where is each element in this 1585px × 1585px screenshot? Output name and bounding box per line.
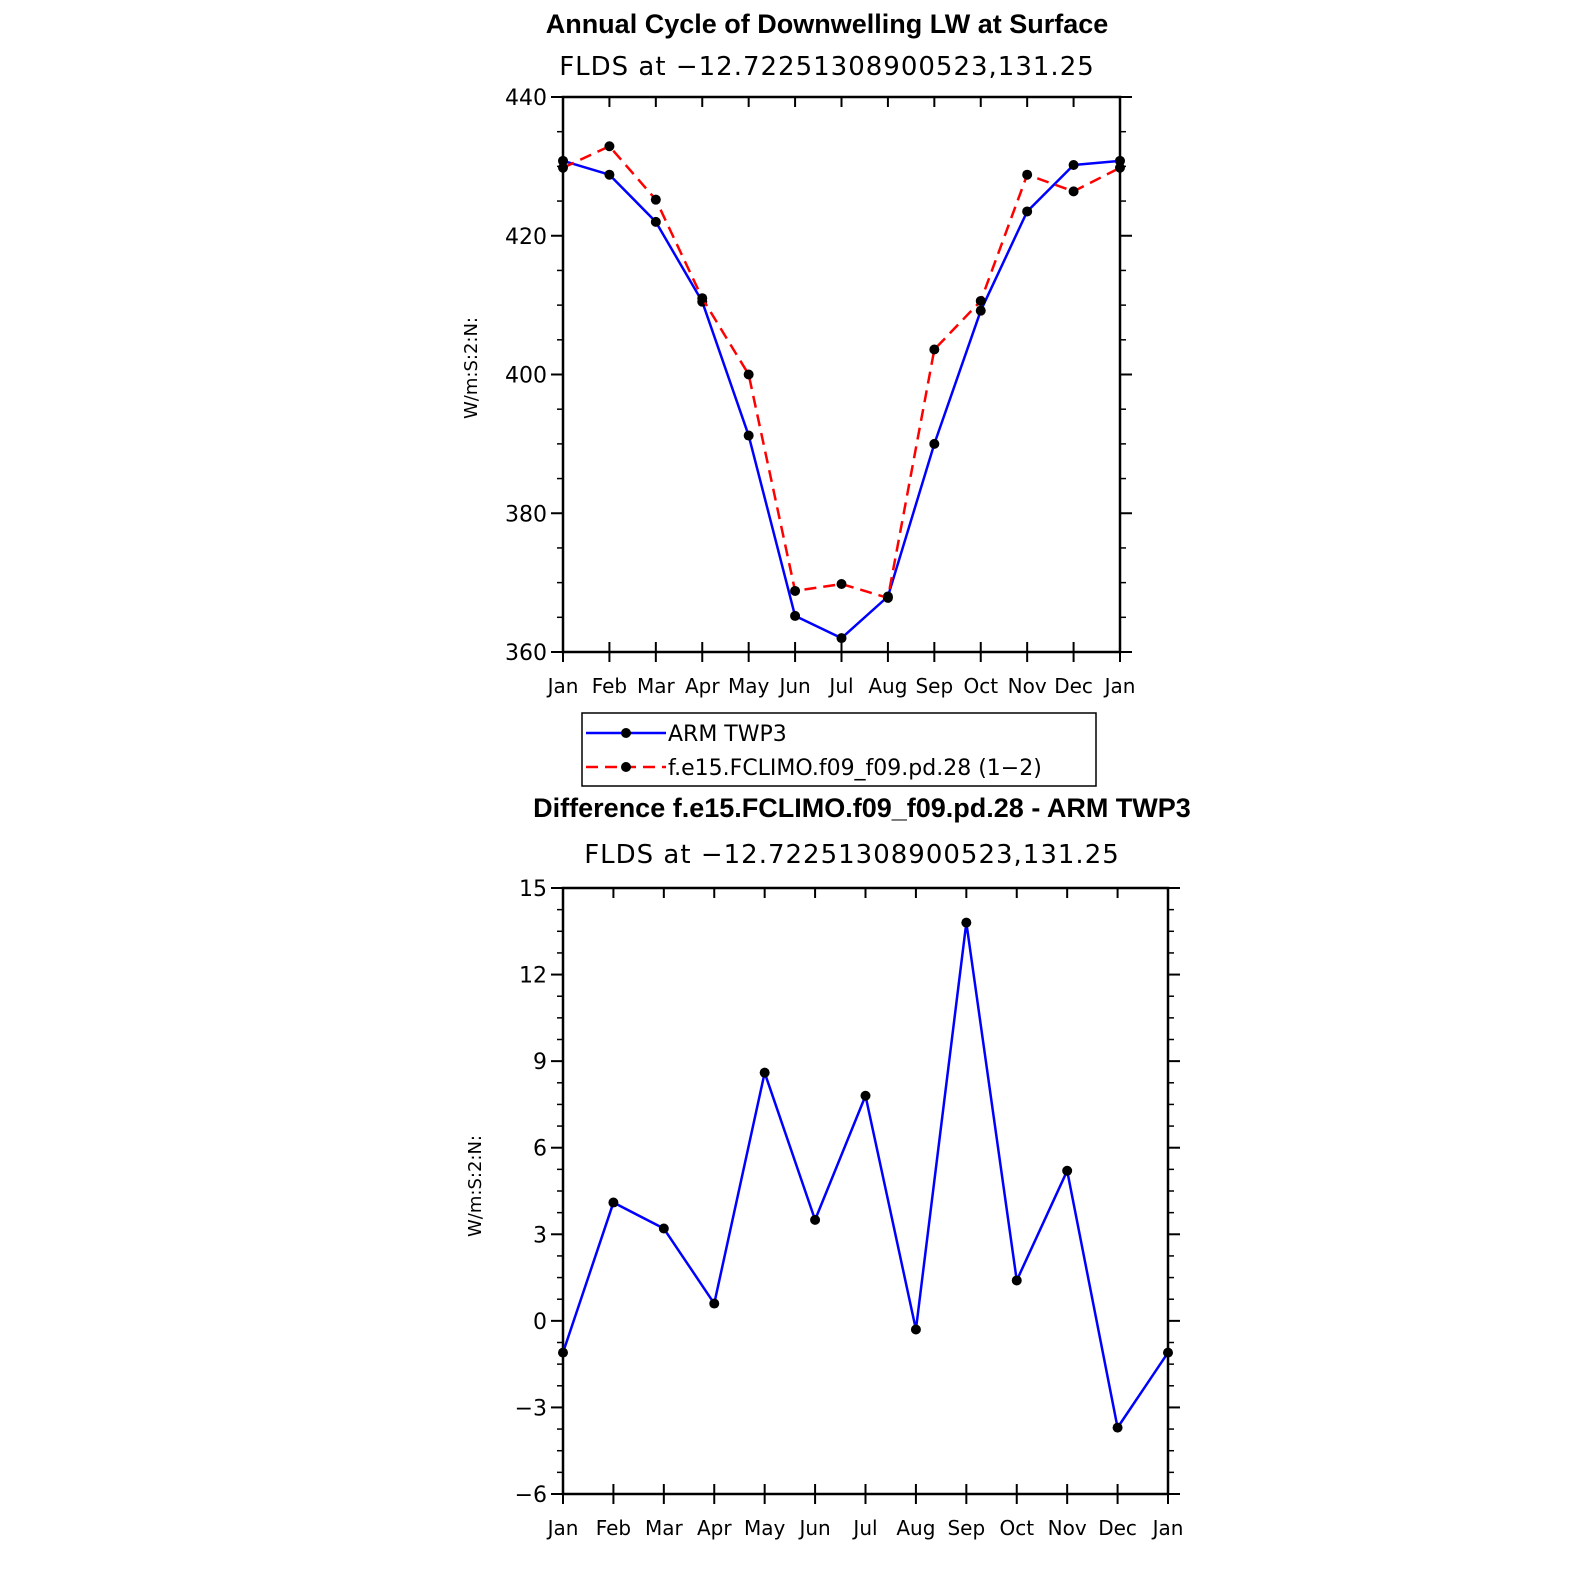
chart2-xtick-label: Nov — [1048, 1516, 1087, 1540]
chart1-ytick-label: 380 — [505, 502, 547, 527]
chart1-series-0-point — [975, 305, 986, 316]
chart2-series-0-point — [709, 1298, 720, 1309]
chart1-series-0-point — [836, 633, 847, 644]
chart2-xtick-label: Jul — [851, 1516, 877, 1540]
chart2-series-0-line — [561, 921, 1170, 1429]
chart1-series-0-point — [743, 430, 754, 441]
chart2-series-0-point — [1112, 1422, 1123, 1433]
chart1-series-0-point — [790, 610, 801, 621]
chart1-ytick-label: 440 — [505, 86, 547, 111]
chart1-series-1-point — [836, 579, 847, 590]
chart1-ylabel: W/m:S:2:N: — [461, 317, 482, 419]
chart2-ytick-label: −3 — [515, 1396, 547, 1421]
chart2-series-0-point — [910, 1324, 921, 1335]
chart2-xtick-label: Jan — [546, 1516, 579, 1540]
chart2-series-0-point — [1062, 1165, 1073, 1176]
chart2-series-0-point — [1163, 1347, 1173, 1358]
chart2-xtick-label: May — [744, 1516, 786, 1540]
chart1-xtick-label: Jul — [827, 674, 853, 698]
chart1-frame — [561, 95, 1122, 654]
chart1-plot: Jan Feb Mar Apr May Jun Jul Aug Sep Oct Nov Dec Jan 3… — [505, 86, 1135, 698]
chart1-series-0-point — [1068, 159, 1079, 170]
chart2-ylabel: W/m:S:2:N: — [465, 1135, 486, 1237]
chart2-subtitle: FLDS at −12.72251308900523,131.25 — [584, 840, 1120, 870]
chart2-ytick-label: 6 — [533, 1137, 547, 1162]
chart1-series-1-point — [604, 141, 615, 152]
chart2-ytick-label: −6 — [515, 1483, 547, 1508]
chart2-xtick-label: Sep — [947, 1516, 985, 1540]
chart1-series-1-point — [743, 369, 754, 380]
chart1-xtick-label: Jun — [777, 674, 810, 698]
chart2-ytick-label: 0 — [533, 1310, 547, 1335]
chart2-xtick-label: Aug — [896, 1516, 935, 1540]
chart2-series-0-point — [558, 1347, 568, 1358]
chart1-series-0-point — [929, 438, 940, 449]
legend-marker-model — [621, 762, 631, 772]
chart2-series-0-point — [961, 917, 972, 928]
legend-label-arm: ARM TWP3 — [668, 722, 787, 747]
chart1-series-0-point — [604, 169, 615, 180]
chart2-xtick-label: Apr — [697, 1516, 732, 1540]
chart1-series-0-point — [650, 216, 661, 227]
chart1-series-1-point — [1115, 162, 1125, 173]
chart2-plot: Jan Feb Mar Apr May Jun Jul Aug Sep Oct Nov Dec Jan −… — [515, 877, 1184, 1540]
legend-box — [581, 712, 1097, 787]
chart2-frame — [561, 886, 1170, 1496]
chart2-series-0-point — [810, 1214, 821, 1225]
chart1-series-1-point — [975, 295, 986, 306]
chart1-xtick-label: Jan — [546, 674, 579, 698]
chart1-subtitle: FLDS at −12.72251308900523,131.25 — [559, 52, 1095, 82]
chart2-xtick-label: Oct — [999, 1516, 1034, 1540]
chart1-xtick-label: Oct — [963, 674, 998, 698]
chart1-series-0-line — [562, 159, 1121, 640]
chart1-ytick-label: 360 — [505, 641, 547, 666]
chart2-xtick-label: Jan — [1151, 1516, 1184, 1540]
chart1-series-1-point — [1068, 186, 1079, 197]
chart1-xtick-label: Apr — [685, 674, 720, 698]
chart2-ytick-label: 15 — [519, 877, 547, 902]
chart2-series-0-point — [658, 1223, 669, 1234]
chart2-ytick-label: 9 — [533, 1050, 547, 1075]
chart2-xtick-label: Feb — [596, 1516, 631, 1540]
chart1-series-1-point — [882, 592, 893, 603]
chart1-xtick-label: Sep — [915, 674, 953, 698]
chart2-title: Difference f.e15.FCLIMO.f09_f09.pd.28 - … — [533, 793, 1191, 823]
chart1-series-1-point — [558, 162, 568, 173]
chart1-xtick-label: Aug — [868, 674, 907, 698]
chart1-series-0-point — [1115, 155, 1125, 166]
chart1-series-1-point — [1022, 169, 1033, 180]
chart2-series-0-point — [860, 1090, 871, 1101]
chart1-series-1-point — [929, 344, 940, 355]
chart1-xtick-label: Feb — [592, 674, 627, 698]
chart1-xtick-label: Mar — [637, 674, 676, 698]
chart1-series-0-point — [558, 155, 568, 166]
chart1-series-1-point — [790, 585, 801, 596]
chart2-xtick-label: Dec — [1098, 1516, 1137, 1540]
chart2-series-0-point — [1011, 1275, 1022, 1286]
chart1-xtick-label: Dec — [1054, 674, 1093, 698]
legend-label-model: f.e15.FCLIMO.f09_f09.pd.28 (1−2) — [668, 756, 1042, 781]
legend: ARM TWP3 f.e15.FCLIMO.f09_f09.pd.28 (1−2… — [581, 712, 1097, 787]
chart1-title: Annual Cycle of Downwelling LW at Surfac… — [546, 9, 1109, 39]
chart2-xtick-label: Mar — [645, 1516, 684, 1540]
chart1-ytick-label: 420 — [505, 225, 547, 250]
chart2-ytick-label: 3 — [533, 1223, 547, 1248]
chart1-xtick-label: May — [728, 674, 770, 698]
chart2-ytick-label: 12 — [519, 964, 547, 989]
chart1-xtick-label: Jan — [1103, 674, 1136, 698]
chart1-series-0-point — [1022, 206, 1033, 217]
chart2-series-0-point — [608, 1197, 619, 1208]
chart2-xtick-label: Jun — [797, 1516, 830, 1540]
chart1-series-1-point — [650, 194, 661, 205]
chart1-ytick-label: 400 — [505, 364, 547, 389]
chart1-series-1-point — [697, 293, 708, 304]
chart2-series-0-point — [759, 1067, 770, 1078]
chart1-xtick-label: Nov — [1008, 674, 1047, 698]
legend-marker-arm — [621, 728, 631, 738]
